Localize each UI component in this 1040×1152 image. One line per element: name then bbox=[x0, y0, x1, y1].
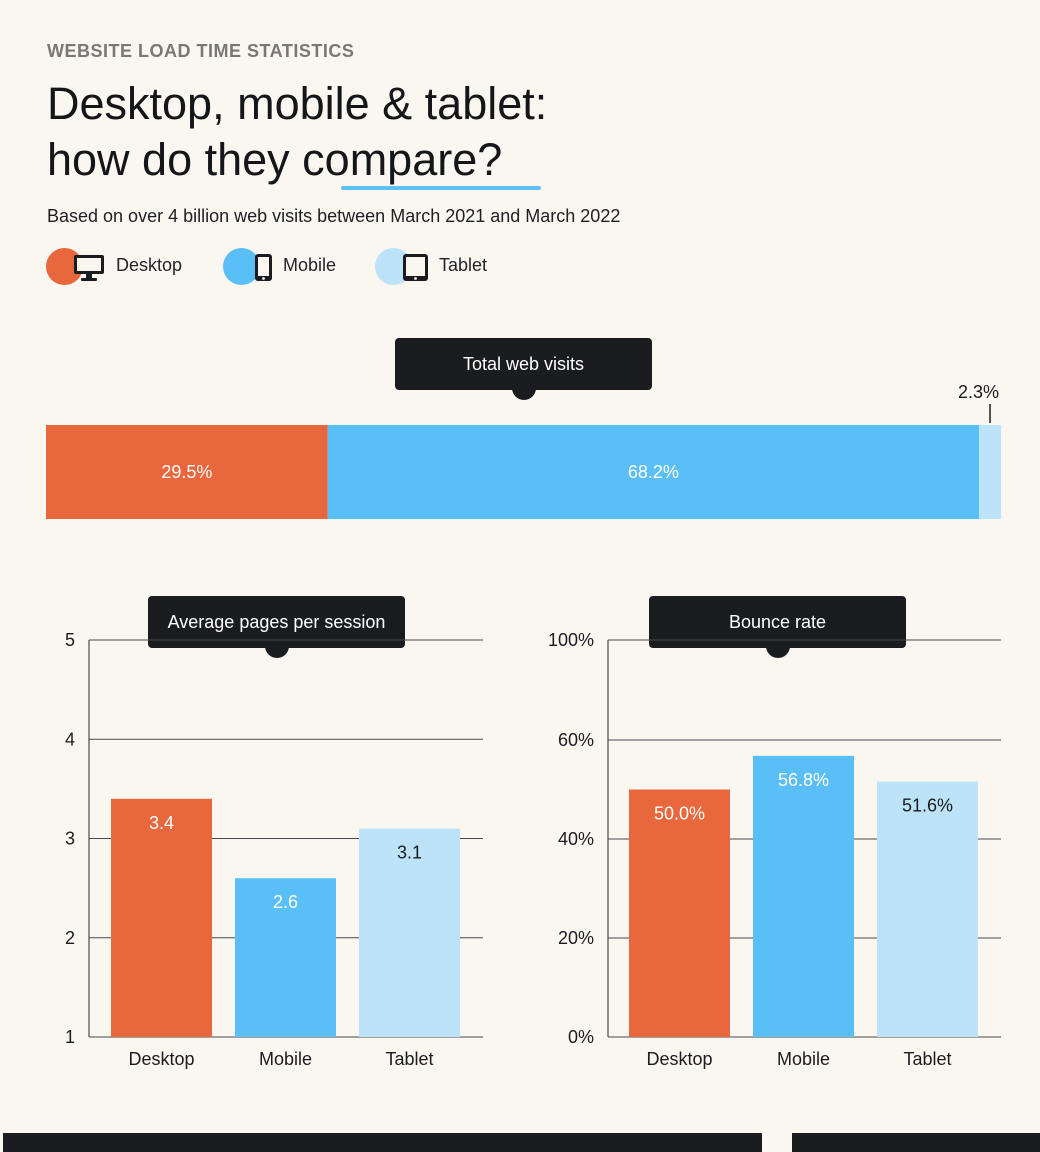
bar-value-label-tablet: 3.1 bbox=[397, 843, 422, 863]
legend-label-tablet: Tablet bbox=[439, 255, 488, 275]
stacked-bar-label-mobile: 68.2% bbox=[628, 462, 679, 482]
bar-value-label-tablet: 51.6% bbox=[902, 796, 953, 816]
subtitle: Based on over 4 billion web visits betwe… bbox=[47, 206, 621, 226]
callout-total-web-visits: Total web visits bbox=[395, 338, 652, 400]
y-tick-label: 60% bbox=[558, 730, 594, 750]
stacked-bar-tablet bbox=[979, 425, 1001, 519]
title-line-2: how do they compare? bbox=[47, 134, 503, 185]
y-tick-label: 0% bbox=[568, 1027, 594, 1047]
y-tick-label: 4 bbox=[65, 729, 75, 749]
bar-value-label-desktop: 50.0% bbox=[654, 804, 705, 824]
bar-value-label-mobile: 56.8% bbox=[778, 770, 829, 790]
bar-tablet bbox=[877, 781, 978, 1037]
y-tick-label: 40% bbox=[558, 829, 594, 849]
legend-label-desktop: Desktop bbox=[116, 255, 183, 275]
eyebrow-heading: WEBSITE LOAD TIME STATISTICS bbox=[47, 41, 355, 61]
title-underline bbox=[341, 186, 541, 190]
y-tick-label: 1 bbox=[65, 1027, 75, 1047]
x-tick-label-mobile: Mobile bbox=[777, 1049, 830, 1069]
bar-tablet bbox=[359, 828, 460, 1037]
footer-band bbox=[3, 1133, 1040, 1152]
footer-notch bbox=[762, 1133, 792, 1152]
tablet-icon bbox=[403, 254, 428, 281]
callout-pages-per-session: Average pages per session bbox=[148, 596, 405, 658]
stacked-bar-mobile bbox=[327, 425, 980, 519]
x-tick-label-mobile: Mobile bbox=[259, 1049, 312, 1069]
bar-mobile bbox=[753, 755, 854, 1037]
stacked-bar-label-tablet: 2.3% bbox=[958, 382, 999, 402]
page-title: Desktop, mobile & tablet: how do they co… bbox=[47, 76, 547, 188]
bar-desktop bbox=[629, 789, 730, 1037]
bar-mobile bbox=[235, 878, 336, 1037]
stacked-bar-label-desktop: 29.5% bbox=[161, 462, 212, 482]
title-line-1: Desktop, mobile & tablet: bbox=[47, 78, 548, 129]
y-tick-label: 3 bbox=[65, 829, 75, 849]
x-tick-label-tablet: Tablet bbox=[903, 1049, 951, 1069]
bar-value-label-mobile: 2.6 bbox=[273, 892, 298, 912]
bar-desktop bbox=[111, 798, 212, 1037]
x-tick-label-desktop: Desktop bbox=[646, 1049, 712, 1069]
legend-dot-mobile bbox=[223, 248, 260, 285]
y-tick-label: 2 bbox=[65, 928, 75, 948]
x-tick-label-tablet: Tablet bbox=[385, 1049, 433, 1069]
y-tick-label: 100% bbox=[548, 630, 594, 650]
legend-label-mobile: Mobile bbox=[283, 255, 337, 275]
x-tick-label-desktop: Desktop bbox=[128, 1049, 194, 1069]
y-tick-label: 20% bbox=[558, 928, 594, 948]
mobile-phone-icon bbox=[255, 254, 272, 281]
y-tick-label: 5 bbox=[65, 630, 75, 650]
stacked-bar-desktop bbox=[46, 425, 328, 519]
desktop-monitor-icon bbox=[74, 255, 104, 281]
bar-value-label-desktop: 3.4 bbox=[149, 813, 174, 833]
callout-bounce-rate: Bounce rate bbox=[649, 596, 906, 658]
